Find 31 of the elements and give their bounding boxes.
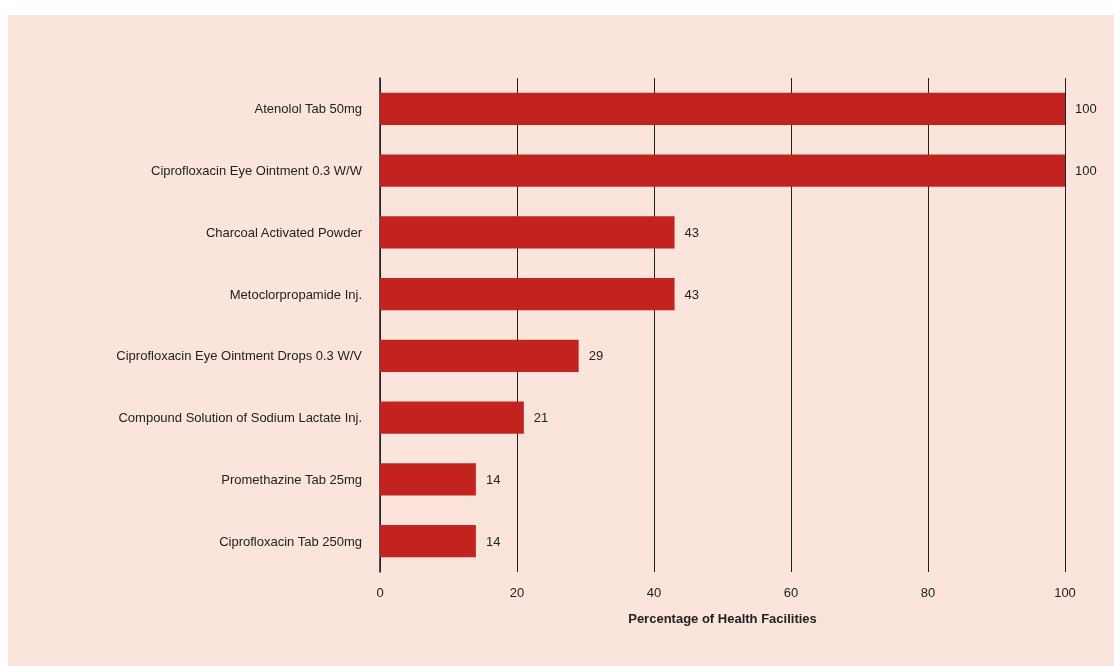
- x-tick-label: 20: [509, 585, 525, 600]
- data-label: 100: [1075, 163, 1097, 179]
- data-label: 14: [485, 471, 501, 487]
- x-tick-label: 60: [783, 585, 799, 600]
- y-tick-label: Ciprofloxacin Tab 250mg: [219, 533, 362, 549]
- bar: [380, 463, 476, 496]
- y-tick-label: Ciprofloxacin Eye Ointment Drops 0.3 W/V: [116, 348, 363, 364]
- x-tick-label: 80: [920, 585, 936, 600]
- bar: [380, 339, 579, 372]
- data-label: 21: [533, 410, 549, 426]
- x-tick-label: 40: [646, 585, 662, 600]
- bar: [380, 154, 1065, 187]
- x-tick-label: 0: [376, 585, 384, 600]
- bar: [380, 401, 524, 434]
- bar: [380, 92, 1065, 125]
- data-label: 100: [1075, 101, 1097, 117]
- y-tick-label: Promethazine Tab 25mg: [221, 471, 362, 487]
- data-label: 29: [588, 348, 604, 364]
- data-label: 43: [684, 286, 700, 302]
- data-label: 43: [684, 224, 700, 240]
- data-label: 14: [485, 533, 501, 549]
- bar: [380, 278, 675, 311]
- y-tick-label: Ciprofloxacin Eye Ointment 0.3 W/W: [151, 163, 363, 179]
- y-tick-label: Compound Solution of Sodium Lactate Inj.: [118, 410, 362, 426]
- bar: [380, 525, 476, 558]
- x-tick-label: 100: [1054, 585, 1076, 600]
- y-tick-label: Charcoal Activated Powder: [205, 224, 363, 240]
- y-tick-label: Metoclorpropamide Inj.: [229, 286, 362, 302]
- y-tick-label: Atenolol Tab 50mg: [254, 101, 362, 117]
- bar: [380, 216, 675, 249]
- x-axis-title: Percentage of Health Facilities: [628, 611, 817, 626]
